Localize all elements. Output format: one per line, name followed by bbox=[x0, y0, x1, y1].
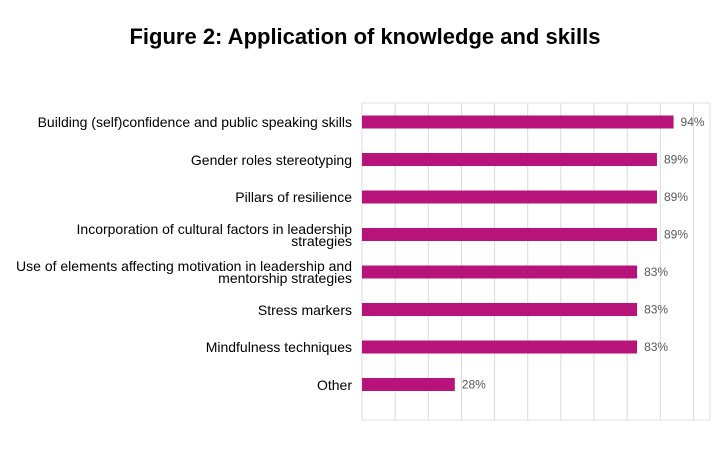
value-label: 94% bbox=[681, 115, 705, 129]
value-label: 89% bbox=[664, 153, 688, 167]
bar bbox=[362, 378, 455, 391]
category-label: Use of elements affecting motivation in … bbox=[16, 258, 352, 286]
bar bbox=[362, 265, 638, 279]
value-label: 83% bbox=[644, 303, 668, 317]
bar bbox=[362, 228, 657, 241]
plot-frame bbox=[361, 102, 711, 421]
category-label: Gender roles stereotyping bbox=[190, 151, 352, 168]
value-label: 89% bbox=[664, 228, 688, 242]
bar bbox=[362, 115, 674, 129]
category-label: Mindfulness techniques bbox=[205, 339, 352, 355]
bar bbox=[362, 303, 638, 316]
value-label: 83% bbox=[644, 265, 668, 279]
category-label: Building (self)confidence and public spe… bbox=[37, 114, 352, 130]
value-label: 89% bbox=[664, 190, 688, 204]
chart-title: Figure 2: Application of knowledge and s… bbox=[129, 24, 600, 49]
category-label: Other bbox=[316, 376, 352, 393]
bar bbox=[362, 153, 657, 166]
value-label: 83% bbox=[644, 340, 668, 354]
category-label: Pillars of resilience bbox=[235, 189, 352, 205]
category-label: Incorporation of cultural factors in lea… bbox=[76, 220, 352, 249]
bar bbox=[362, 340, 638, 354]
category-label: Stress markers bbox=[257, 301, 352, 318]
bar bbox=[362, 190, 657, 204]
value-label: 28% bbox=[462, 378, 486, 392]
